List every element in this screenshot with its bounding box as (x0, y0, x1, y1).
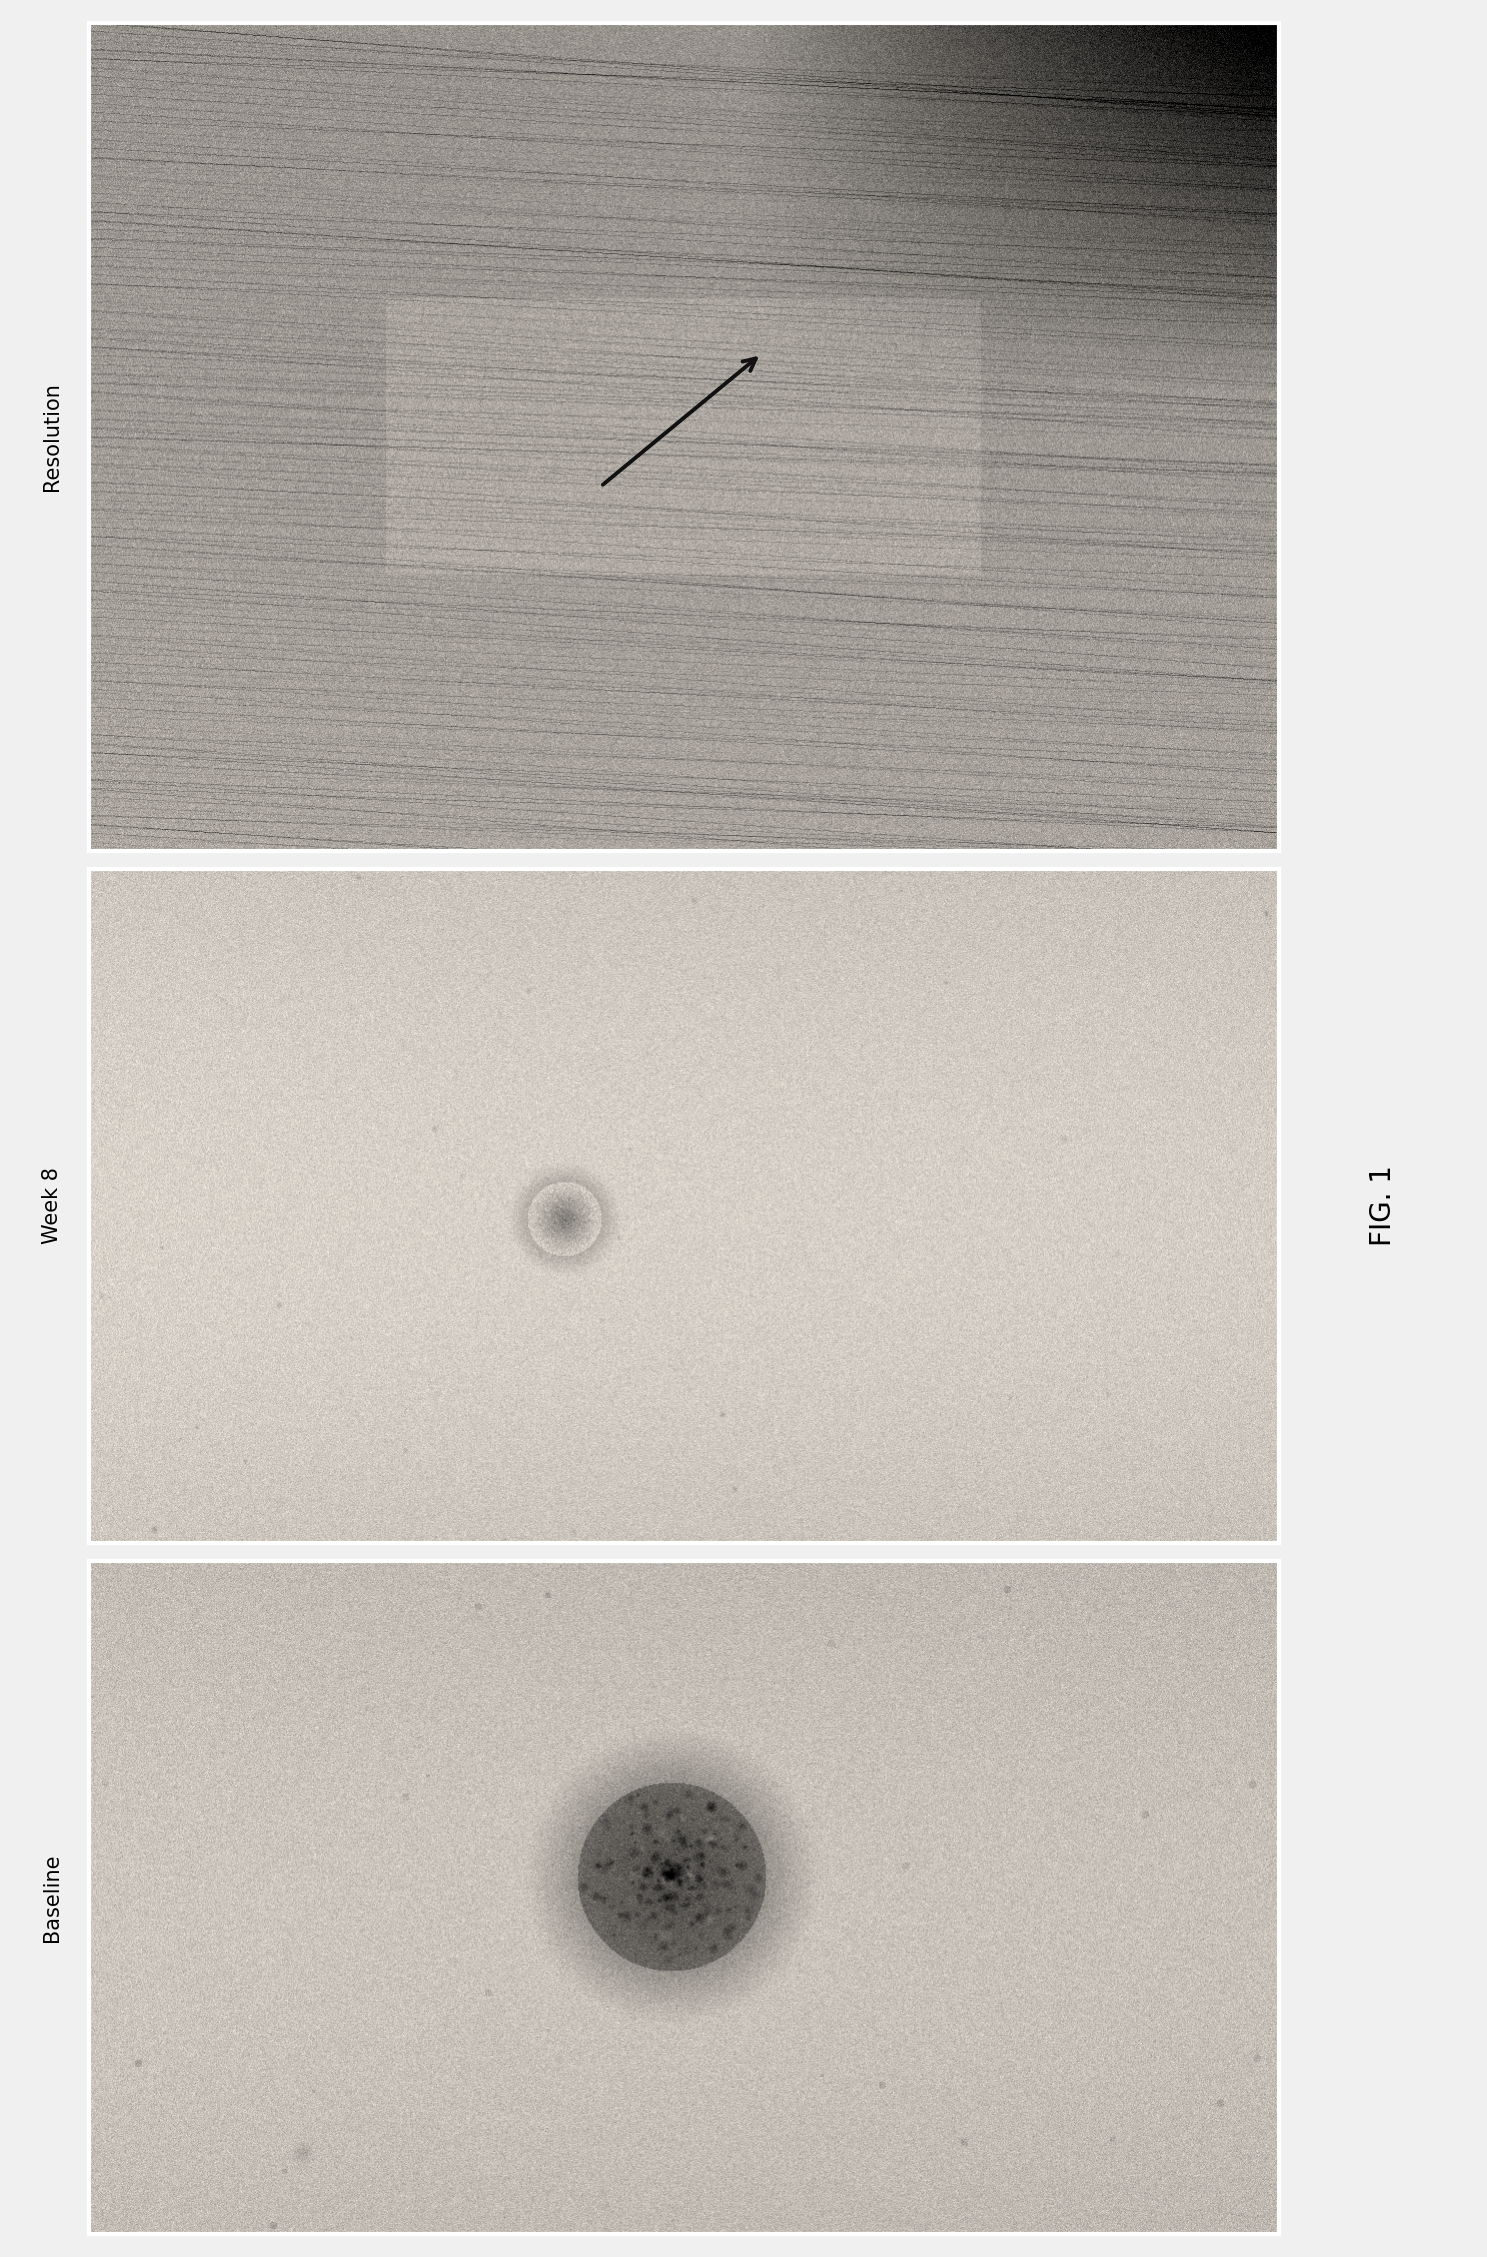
Text: Week 8: Week 8 (42, 1167, 62, 1244)
Text: Resolution: Resolution (42, 381, 62, 492)
Text: FIG. 1: FIG. 1 (1370, 1165, 1396, 1246)
Text: Baseline: Baseline (42, 1853, 62, 1941)
